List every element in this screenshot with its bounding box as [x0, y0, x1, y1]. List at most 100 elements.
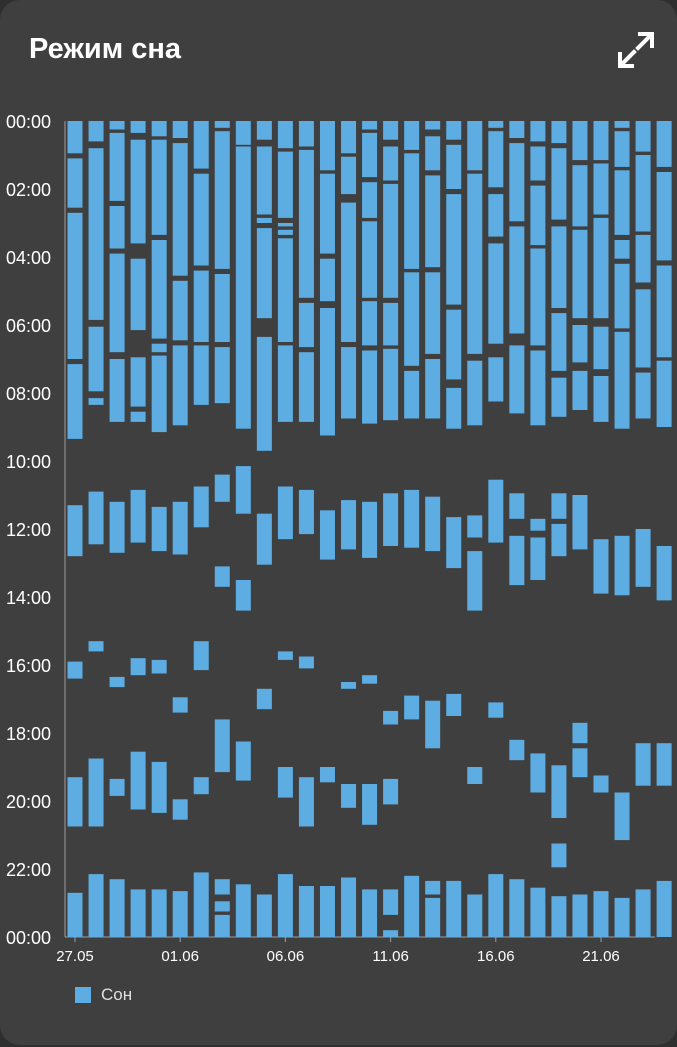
- sleep-bar: [130, 489, 146, 543]
- sleep-bar: [109, 132, 125, 201]
- sleep-bar: [109, 206, 125, 249]
- sleep-bar: [383, 348, 399, 421]
- sleep-bar: [151, 343, 167, 353]
- sleep-bar: [88, 398, 104, 405]
- sleep-bar: [572, 495, 588, 550]
- sleep-bar: [656, 172, 672, 261]
- sleep-bar: [214, 901, 230, 912]
- sleep-bar: [467, 360, 483, 426]
- sleep-bar: [67, 121, 83, 154]
- sleep-bar: [67, 661, 83, 679]
- sleep-bar: [319, 510, 335, 560]
- sleep-bar: [383, 930, 399, 937]
- sleep-bar: [341, 500, 357, 550]
- sleep-bar: [298, 149, 314, 298]
- sleep-bar: [404, 121, 420, 150]
- sleep-bar: [593, 121, 609, 161]
- expand-icon[interactable]: [614, 28, 658, 72]
- sleep-bar: [656, 880, 672, 937]
- sleep-bar: [425, 496, 441, 552]
- sleep-bar: [341, 347, 357, 419]
- sleep-bar: [593, 539, 609, 594]
- sleep-bar: [425, 700, 441, 749]
- sleep-bar: [488, 702, 504, 718]
- sleep-bar: [509, 739, 525, 761]
- y-tick-label: 12:00: [6, 520, 51, 540]
- sleep-bar: [425, 175, 441, 268]
- sleep-bar: [467, 894, 483, 937]
- sleep-bar: [130, 751, 146, 810]
- sleep-bar: [193, 121, 209, 169]
- sleep-bar: [319, 173, 335, 254]
- sleep-bar: [551, 313, 567, 371]
- sleep-bar: [383, 183, 399, 298]
- sleep-bar: [319, 767, 335, 783]
- sleep-bar: [446, 309, 462, 380]
- sleep-bar: [193, 641, 209, 671]
- sleep-bar: [172, 280, 188, 341]
- sleep-bar: [635, 529, 651, 587]
- sleep-bar: [425, 359, 441, 419]
- sleep-bar: [593, 891, 609, 937]
- sleep-bar: [214, 566, 230, 587]
- sleep-bar: [277, 345, 293, 422]
- sleep-bar: [446, 880, 462, 937]
- sleep-bar: [488, 121, 504, 128]
- sleep-bar: [383, 146, 399, 181]
- sleep-bar: [172, 143, 188, 276]
- sleep-bar: [530, 146, 546, 181]
- y-tick-label: 04:00: [6, 248, 51, 268]
- sleep-bar: [193, 173, 209, 266]
- sleep-bar: [635, 743, 651, 786]
- sleep-bar: [488, 194, 504, 237]
- sleep-bar: [130, 411, 146, 422]
- sleep-bar: [298, 886, 314, 937]
- legend[interactable]: Сон: [75, 985, 132, 1005]
- y-tick-label: 20:00: [6, 792, 51, 812]
- sleep-bar: [635, 121, 651, 152]
- sleep-bar: [593, 163, 609, 215]
- sleep-bar: [446, 144, 462, 189]
- sleep-bar: [67, 505, 83, 557]
- sleep-bar: [509, 535, 525, 586]
- sleep-bar: [488, 479, 504, 543]
- sleep-bar: [214, 274, 230, 342]
- sleep-bar: [109, 501, 125, 553]
- sleep-bar: [614, 792, 630, 841]
- sleep-bar: [404, 695, 420, 720]
- sleep-bar: [88, 148, 104, 320]
- sleep-bar: [109, 359, 125, 422]
- sleep-bar: [151, 889, 167, 937]
- sleep-bar: [172, 697, 188, 713]
- sleep-bar: [235, 580, 251, 611]
- card-title: Режим сна: [29, 33, 182, 65]
- sleep-bar: [404, 875, 420, 937]
- sleep-bar: [298, 302, 314, 348]
- sleep-bar: [425, 880, 441, 895]
- sleep-bar: [214, 879, 230, 895]
- sleep-bar: [256, 217, 272, 223]
- sleep-bar: [235, 146, 251, 429]
- sleep-bar: [151, 355, 167, 433]
- sleep-bar: [530, 518, 546, 531]
- sleep-bar: [277, 229, 293, 235]
- sleep-bar: [341, 121, 357, 154]
- sleep-bar: [572, 165, 588, 227]
- sleep-bar: [362, 784, 378, 825]
- sleep-bar: [298, 121, 314, 147]
- sleep-bar: [109, 253, 125, 353]
- sleep-bar: [530, 753, 546, 793]
- sleep-bar: [656, 360, 672, 427]
- sleep-bar: [467, 767, 483, 784]
- sleep-bar: [656, 265, 672, 358]
- sleep-bar: [551, 523, 567, 557]
- sleep-bar: [614, 535, 630, 596]
- sleep-bar: [172, 345, 188, 426]
- sleep-bar: [193, 486, 209, 528]
- sleep-bar: [383, 778, 399, 805]
- sleep-bar: [214, 121, 230, 128]
- sleep-bar: [551, 377, 567, 417]
- sleep-bar: [256, 513, 272, 565]
- y-tick-label: 06:00: [6, 316, 51, 336]
